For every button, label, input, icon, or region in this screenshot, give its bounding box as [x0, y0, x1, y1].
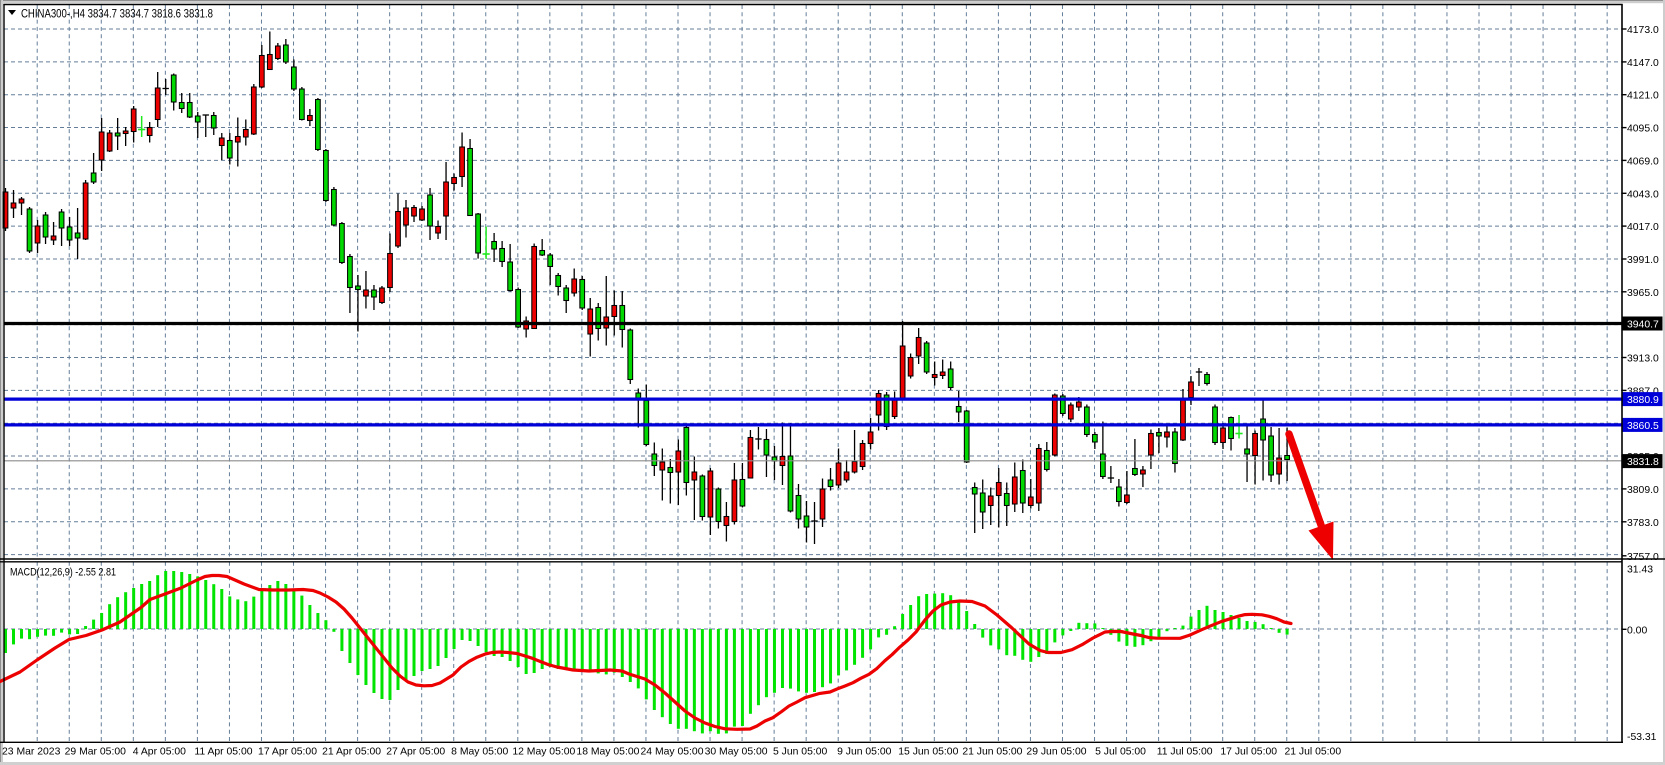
svg-text:9 Jun 05:00: 9 Jun 05:00	[837, 747, 892, 758]
svg-text:27 Apr 05:00: 27 Apr 05:00	[386, 747, 445, 758]
svg-text:-53.31: -53.31	[1627, 732, 1657, 743]
svg-text:3860.5: 3860.5	[1627, 421, 1659, 432]
svg-text:3831.8: 3831.8	[1627, 457, 1659, 468]
svg-text:3913.0: 3913.0	[1627, 354, 1659, 365]
svg-text:3887.0: 3887.0	[1627, 386, 1659, 397]
svg-text:30 May 05:00: 30 May 05:00	[705, 747, 768, 758]
svg-text:17 Apr 05:00: 17 Apr 05:00	[258, 747, 317, 758]
svg-text:29 Mar 05:00: 29 Mar 05:00	[65, 747, 126, 758]
svg-text:3880.9: 3880.9	[1627, 395, 1659, 406]
svg-text:4147.0: 4147.0	[1627, 58, 1659, 69]
svg-text:11 Apr 05:00: 11 Apr 05:00	[194, 747, 252, 758]
svg-text:3757.0: 3757.0	[1627, 552, 1659, 563]
svg-text:21 Jun 05:00: 21 Jun 05:00	[962, 747, 1022, 758]
svg-text:4 Apr 05:00: 4 Apr 05:00	[133, 747, 186, 758]
svg-text:0.00: 0.00	[1627, 625, 1647, 636]
svg-text:3940.7: 3940.7	[1627, 320, 1659, 331]
svg-text:4173.0: 4173.0	[1627, 25, 1659, 36]
svg-text:24 May 05:00: 24 May 05:00	[641, 747, 704, 758]
svg-text:11 Jul 05:00: 11 Jul 05:00	[1157, 747, 1213, 758]
svg-text:MACD(12,26,9) -2.55 2.81: MACD(12,26,9) -2.55 2.81	[10, 567, 116, 579]
svg-text:15 Jun 05:00: 15 Jun 05:00	[898, 747, 958, 758]
svg-text:29 Jun 05:00: 29 Jun 05:00	[1026, 747, 1086, 758]
svg-text:31.43: 31.43	[1627, 565, 1653, 576]
svg-text:3783.0: 3783.0	[1627, 518, 1659, 529]
svg-text:21 Apr 05:00: 21 Apr 05:00	[322, 747, 381, 758]
svg-text:4017.0: 4017.0	[1627, 222, 1659, 233]
svg-text:5 Jun 05:00: 5 Jun 05:00	[773, 747, 828, 758]
svg-text:21 Jul 05:00: 21 Jul 05:00	[1284, 747, 1341, 758]
svg-text:12 May 05:00: 12 May 05:00	[512, 747, 575, 758]
svg-text:4069.0: 4069.0	[1627, 156, 1659, 167]
svg-text:4121.0: 4121.0	[1627, 91, 1659, 102]
svg-text:CHINA300-,H4 3834.7 3834.7 38: CHINA300-,H4 3834.7 3834.7 3818.6 3831.8	[21, 7, 213, 21]
svg-text:3809.0: 3809.0	[1627, 485, 1659, 496]
svg-text:5 Jul 05:00: 5 Jul 05:00	[1095, 747, 1146, 758]
svg-text:17 Jul 05:00: 17 Jul 05:00	[1220, 747, 1277, 758]
svg-text:8 May 05:00: 8 May 05:00	[451, 747, 508, 758]
svg-text:3965.0: 3965.0	[1627, 288, 1659, 299]
svg-text:4043.0: 4043.0	[1627, 189, 1659, 200]
svg-text:3991.0: 3991.0	[1627, 255, 1659, 266]
svg-text:23 Mar 2023: 23 Mar 2023	[2, 747, 61, 758]
svg-text:4095.0: 4095.0	[1627, 124, 1659, 135]
svg-text:18 May 05:00: 18 May 05:00	[576, 747, 639, 758]
